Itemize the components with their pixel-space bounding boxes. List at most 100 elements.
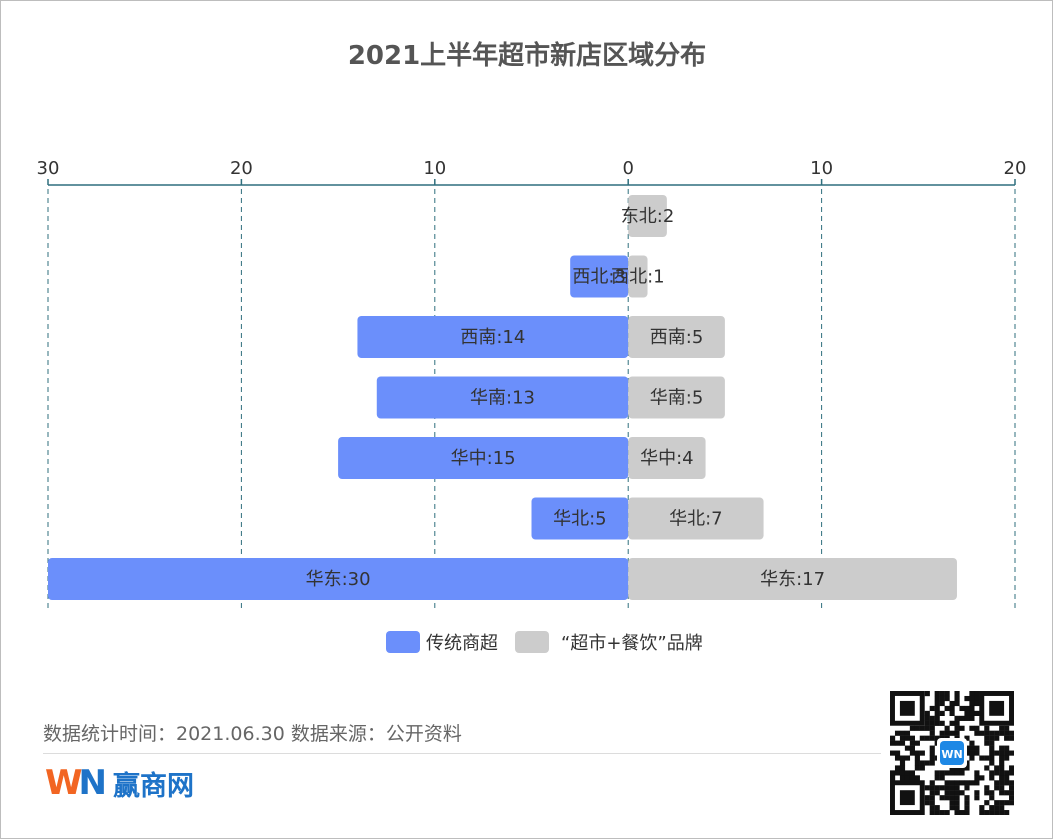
qr-module (954, 785, 960, 791)
qr-module (904, 745, 911, 751)
legend-label-traditional: 传统商超 (426, 633, 498, 654)
qr-module (929, 810, 935, 815)
qr-module (974, 695, 980, 702)
qr-module (989, 755, 995, 761)
qr-module (890, 740, 896, 746)
qr-module (964, 800, 970, 806)
qr-module (924, 760, 930, 766)
bar-traditional (376, 376, 629, 419)
qr-module (954, 790, 960, 796)
qr-module (939, 795, 945, 801)
data-label-supermarket-dining: 华中:4 (640, 448, 694, 469)
qr-module (899, 775, 906, 781)
bars-layer (48, 195, 957, 600)
qr-module (909, 725, 915, 731)
qr-module (964, 785, 970, 791)
qr-module (974, 700, 980, 707)
qr-module (1009, 770, 1014, 776)
qr-module (969, 700, 975, 707)
qr-module (954, 795, 960, 801)
qr-module (929, 755, 935, 761)
qr-module (1004, 790, 1010, 796)
qr-module (934, 691, 940, 697)
qr-module (914, 750, 920, 756)
qr-module (989, 775, 995, 781)
qr-module (904, 775, 911, 781)
qr-module (959, 725, 965, 731)
qr-module (984, 790, 990, 796)
qr-module (939, 770, 945, 776)
qr-module (914, 775, 920, 781)
qr-module (989, 795, 995, 801)
qr-module (979, 775, 985, 781)
legend: 传统商超 “超市+餐饮”品牌 (386, 631, 703, 654)
bar-traditional (48, 558, 629, 600)
qr-module (909, 745, 915, 751)
qr-module (974, 730, 980, 736)
data-label-supermarket-dining: 华北:7 (669, 509, 723, 530)
qr-module (949, 805, 955, 811)
qr-module (944, 691, 950, 697)
x-tick-label: 10 (423, 158, 446, 179)
qr-module (934, 710, 940, 716)
qr-module (999, 775, 1005, 781)
qr-module (999, 730, 1005, 736)
qr-module (969, 780, 975, 786)
qr-module (899, 755, 906, 761)
qr-module (924, 710, 930, 716)
qr-module (969, 710, 975, 716)
data-label-traditional: 西南:14 (460, 327, 525, 348)
qr-module (934, 705, 940, 712)
qr-module (974, 725, 980, 731)
legend-item-traditional[interactable]: 传统商超 (386, 631, 498, 654)
qr-module (899, 760, 906, 766)
qr-module (934, 770, 940, 776)
data-label-supermarket-dining: 西北:1 (611, 267, 665, 288)
qr-module (984, 740, 990, 746)
qr-module (954, 700, 960, 707)
bar-traditional (357, 316, 629, 358)
qr-module (929, 720, 935, 726)
qr-module (939, 695, 945, 702)
legend-item-supermarket-dining[interactable]: “超市+餐饮”品牌 (515, 631, 703, 654)
qr-module (919, 765, 925, 771)
qr-module (999, 790, 1005, 796)
qr-module (949, 785, 955, 791)
qr-module (969, 695, 975, 702)
brand-mark: WN (45, 763, 107, 803)
qr-module (944, 695, 950, 702)
qr-module (934, 720, 940, 726)
qr-module (899, 730, 906, 736)
qr-module (959, 780, 965, 786)
qr-module (904, 735, 911, 741)
qr-module (899, 740, 906, 746)
qr-module (984, 730, 990, 736)
qr-module (999, 785, 1005, 791)
qr-module (929, 725, 935, 731)
qr-module (909, 775, 915, 781)
brand-logo[interactable]: WN 赢商网 (45, 763, 194, 803)
qr-module (890, 750, 896, 756)
qr-module (1004, 780, 1010, 786)
qr-module (929, 805, 935, 811)
qr-module (919, 760, 925, 766)
qr-module (949, 730, 955, 736)
qr-module (949, 770, 955, 776)
qr-module (999, 760, 1005, 766)
qr-module (909, 740, 915, 746)
qr-module (944, 785, 950, 791)
qr-module (899, 735, 906, 741)
qr-module (949, 720, 955, 726)
qr-module (999, 745, 1005, 751)
qr-module (929, 785, 935, 791)
qr-module (994, 735, 1000, 741)
qr-module (1009, 730, 1014, 736)
qr-module (914, 725, 920, 731)
qr-module (954, 780, 960, 786)
qr-module (1009, 780, 1014, 786)
qr-module (894, 765, 901, 771)
qr-module (999, 755, 1005, 761)
qr-module (994, 785, 1000, 791)
